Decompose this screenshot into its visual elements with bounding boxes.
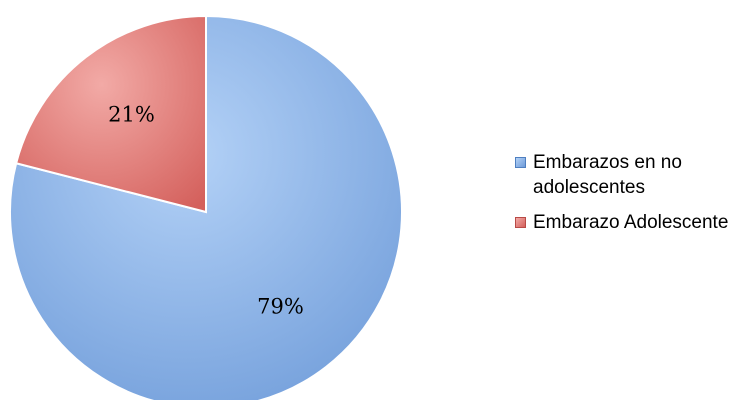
legend: Embarazos en no adolescentes Embarazo Ad… [515, 150, 745, 245]
legend-item-embarazos-no-adolescentes: Embarazos en no adolescentes [515, 150, 745, 200]
pie-slice [14, 14, 207, 214]
slice-data-label: 21% [108, 102, 155, 126]
legend-label: Embarazos en no adolescentes [533, 152, 682, 198]
legend-swatch-red [515, 217, 526, 228]
slice-data-label: 79% [257, 295, 304, 319]
legend-item-embarazo-adolescente: Embarazo Adolescente [515, 210, 745, 235]
pie-slice [9, 14, 403, 400]
legend-label: Embarazo Adolescente [533, 212, 729, 233]
legend-swatch-blue [515, 157, 526, 168]
